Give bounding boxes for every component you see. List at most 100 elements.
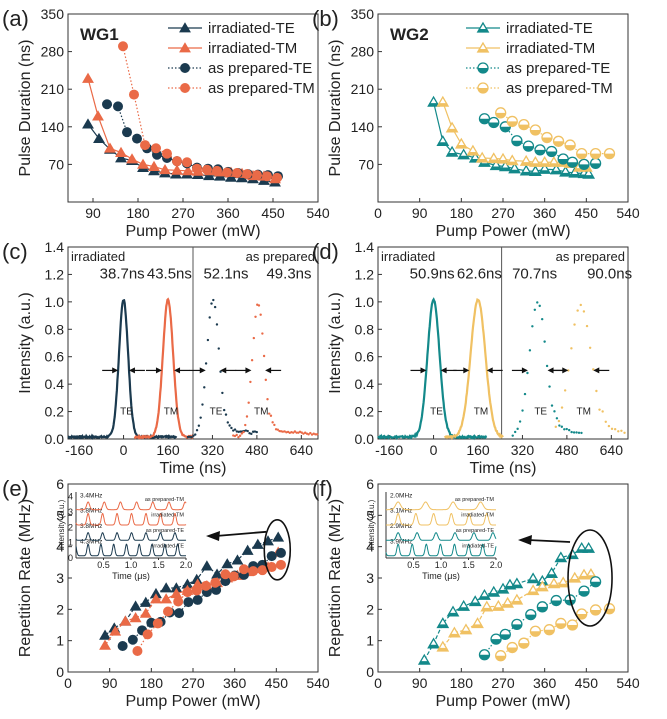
- inset-trace: [386, 532, 497, 541]
- pulse-dot: [563, 389, 567, 392]
- x-tick-label: 640: [290, 442, 314, 458]
- marker-half-fill: [520, 171, 532, 175]
- marker-half-fill: [458, 607, 469, 611]
- pulse-dot: [592, 368, 595, 371]
- marker-half-fill: [446, 153, 458, 157]
- data-point: [275, 547, 286, 558]
- arrowhead: [420, 367, 427, 374]
- y-tick-label: 0.2: [45, 404, 65, 420]
- pulse-dot: [259, 313, 262, 316]
- marker-half-fill: [493, 607, 504, 611]
- y-axis-label: Repetition Rate (MHz): [327, 499, 344, 657]
- data-point: [552, 135, 565, 147]
- data-point: [526, 584, 540, 596]
- pulse-dot: [244, 429, 248, 432]
- pulse-as-prepared-TM: TM 90.0ns: [552, 266, 632, 434]
- marker-half-fill: [507, 121, 518, 127]
- data-point: [173, 596, 184, 607]
- x-axis-label: Pump Power (mW): [435, 223, 570, 240]
- pulse-dot: [588, 346, 592, 349]
- data-point: [589, 157, 602, 169]
- x-tick-label: 180: [140, 675, 164, 691]
- pulse-dot: [233, 428, 237, 431]
- marker-half-fill: [523, 146, 534, 152]
- marker-half-fill: [488, 159, 499, 163]
- pulse-dot: [572, 431, 576, 434]
- pulse-dot: [237, 435, 240, 439]
- data-point: [200, 560, 213, 571]
- marker-half-fill: [478, 68, 488, 73]
- pulse-dot: [573, 323, 576, 326]
- inset-trace: [75, 501, 187, 511]
- marker-half-fill: [428, 644, 439, 648]
- marker-half-fill: [525, 614, 536, 620]
- y-tick-label: 3: [56, 570, 64, 586]
- x-tick-label: 180: [450, 675, 474, 691]
- pulse-dot: [307, 433, 310, 436]
- x-tick-label: 540: [616, 675, 640, 691]
- data-point: [152, 618, 163, 629]
- plot-frame: [377, 246, 629, 440]
- y-tick-label: 0.4: [355, 376, 375, 392]
- pulse-dot: [268, 412, 271, 415]
- marker-half-fill: [576, 614, 587, 620]
- y-tick-label: 0.4: [45, 376, 65, 392]
- y-tick-label: 0.6: [45, 349, 65, 365]
- inset-y-tick-label: 2: [68, 522, 73, 532]
- marker-half-fill: [548, 584, 560, 588]
- legend-marker: [477, 62, 489, 74]
- series-as-prepared-TM: [495, 603, 616, 662]
- data-point: [266, 551, 277, 562]
- mode-label: TM: [474, 406, 488, 417]
- pulse-irradiated-TM: TM 62.6ns: [443, 266, 504, 441]
- data-point: [506, 641, 518, 654]
- pulse-as-prepared-TM: TM 49.3ns: [232, 266, 319, 439]
- marker-half-fill: [604, 153, 615, 159]
- marker-half-fill: [497, 589, 509, 593]
- series-line: [136, 564, 282, 652]
- pulse-dot: [576, 309, 579, 312]
- data-point: [427, 637, 440, 649]
- pulse-irradiated-TE: TE 50.9ns: [377, 266, 488, 441]
- mode-label: TM: [254, 406, 268, 417]
- data-point: [568, 166, 582, 178]
- pointer-arrow-line: [527, 539, 571, 543]
- inset-trace-label: as prepared-TM: [145, 497, 185, 503]
- marker-half-fill: [437, 142, 449, 146]
- y-tick-label: 140: [351, 119, 375, 135]
- data-point: [162, 148, 172, 159]
- data-point: [584, 567, 598, 579]
- pulse-dot: [238, 434, 242, 437]
- data-point: [529, 625, 542, 637]
- pulse-dot: [595, 389, 598, 393]
- data-point: [127, 634, 138, 645]
- mode-label: TE: [430, 406, 443, 417]
- x-tick-label: 450: [575, 205, 599, 221]
- marker-half-fill: [565, 599, 576, 605]
- y-tick-label: 1.4: [45, 239, 65, 255]
- legend-item: irradiated-TE: [466, 20, 593, 37]
- x-tick-label: 0: [374, 205, 382, 221]
- pulse-dot: [255, 430, 258, 434]
- inset-plot: 0.5 1.0 1.5 2.0 Time (μs) Intensity (a.u.) 3.9…: [367, 492, 502, 581]
- pulse-dot: [533, 308, 537, 311]
- data-point: [132, 133, 142, 144]
- inset-trace: [386, 512, 496, 526]
- marker-half-fill: [478, 88, 488, 93]
- marker-half-fill: [537, 587, 548, 591]
- pulse-dot: [190, 435, 193, 439]
- x-axis-label: Time (ns): [160, 460, 227, 477]
- y-tick-label: 0.0: [45, 431, 65, 447]
- pulse-dot: [235, 430, 239, 433]
- inset-freq-label: 2.9MHz: [390, 523, 412, 530]
- data-point: [118, 41, 128, 52]
- highlight-ellipse: [567, 529, 613, 627]
- marker-half-fill: [467, 151, 479, 155]
- pulse-dot: [567, 428, 571, 432]
- data-point: [547, 577, 561, 589]
- y-tick-label: 5: [366, 507, 374, 523]
- x-tick-label: 90: [85, 205, 101, 221]
- data-point: [251, 538, 264, 549]
- inset-y-tick-label: 3: [68, 507, 73, 517]
- marker-half-fill: [495, 655, 506, 661]
